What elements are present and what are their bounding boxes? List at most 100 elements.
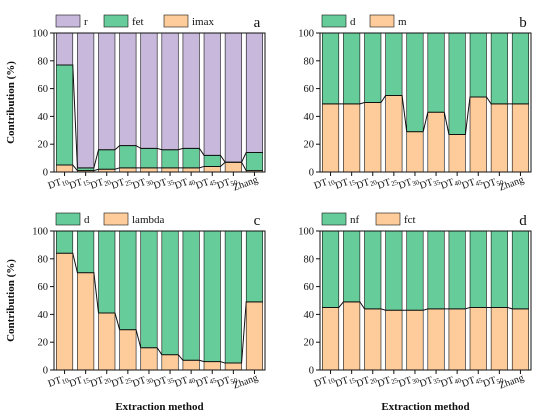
bar-d-DT45 — [469, 32, 487, 98]
y-tick-label: 80 — [38, 56, 49, 67]
x-tick-label-DT20: DT20 — [89, 174, 113, 192]
bar-d-DT15 — [343, 32, 361, 105]
y-tick-label: 20 — [38, 338, 49, 349]
bar-d-DT15 — [77, 230, 95, 274]
legend-label-fet: fet — [132, 16, 144, 28]
legend-label-lambda: lambda — [132, 214, 164, 226]
panel-d: 0 20 40 60 80 100 DT10DT15DT20DT25DT30DT35DT40… — [298, 212, 532, 413]
bar-d-DT50 — [490, 32, 508, 105]
x-tick-label-DT50: DT50 — [481, 372, 505, 390]
bar-m-DT35 — [427, 111, 445, 173]
bar-r-DT20 — [98, 32, 116, 151]
x-tick-label-DT30: DT30 — [131, 372, 155, 390]
y-tick-label: 0 — [43, 168, 48, 179]
x-tick-label-DT50: DT50 — [215, 372, 239, 390]
y-tick-label: 0 — [43, 366, 48, 377]
legend-swatch-imax — [163, 14, 189, 28]
x-tick-label-Zhang: Zhang — [232, 372, 260, 391]
y-tick-label: 0 — [309, 168, 314, 179]
x-tick-label-DT35: DT35 — [152, 174, 176, 192]
y-axis-label: Contribution (%) — [5, 61, 17, 144]
x-tick-label-DT15: DT15 — [68, 372, 92, 390]
x-tick-label-Zhang: Zhang — [498, 174, 526, 193]
x-tick-label-DT40: DT40 — [173, 372, 197, 390]
bar-lambda-DT45 — [203, 361, 221, 371]
x-tick-label-DT20: DT20 — [355, 372, 379, 390]
bar-fct-DT20 — [364, 308, 382, 371]
bar-nf-DT20 — [364, 230, 382, 310]
panel-c: 0 20 40 60 80 100 DT10DT15DT20DT25DT30DT35DT40… — [5, 212, 266, 413]
bar-imax-DT40 — [182, 167, 200, 173]
bar-r-Zhang — [245, 32, 263, 153]
x-tick-label-DT40: DT40 — [439, 372, 463, 390]
bar-d-Zhang — [511, 32, 529, 105]
panel-letter-d: d — [519, 213, 527, 229]
bar-r-DT40 — [182, 32, 200, 149]
bar-nf-DT45 — [469, 230, 487, 308]
bar-imax-DT10 — [56, 164, 74, 173]
bar-nf-DT25 — [385, 230, 403, 311]
legend-swatch-m — [369, 14, 395, 28]
bar-d-DT35 — [161, 230, 179, 356]
bar-d-Zhang — [245, 230, 263, 303]
bar-r-DT30 — [140, 32, 158, 149]
bar-d-DT25 — [385, 32, 403, 96]
x-tick-label-DT10: DT10 — [313, 174, 337, 192]
x-tick-label-DT35: DT35 — [152, 372, 176, 390]
x-axis-label: Extraction method — [381, 401, 469, 413]
y-tick-label: 60 — [38, 282, 49, 293]
y-tick-label: 60 — [304, 84, 315, 95]
y-tick-label: 60 — [304, 282, 315, 293]
y-tick-label: 0 — [309, 366, 314, 377]
panel-a: 0 20 40 60 80 100 DT10DT15DT20DT25DT30DT35DT40… — [5, 14, 266, 194]
bar-m-DT15 — [343, 103, 361, 173]
bar-nf-DT35 — [427, 230, 445, 310]
bar-fet-DT25 — [119, 145, 137, 169]
bar-d-DT40 — [182, 230, 200, 361]
y-tick-label: 40 — [38, 112, 49, 123]
x-tick-label-DT10: DT10 — [313, 372, 337, 390]
bar-r-DT50 — [224, 32, 242, 163]
x-tick-label-DT35: DT35 — [418, 174, 442, 192]
x-tick-label-DT30: DT30 — [397, 372, 421, 390]
x-tick-label-DT15: DT15 — [334, 174, 358, 192]
y-tick-label: 100 — [298, 227, 314, 238]
x-tick-label-DT40: DT40 — [173, 174, 197, 192]
y-tick-label: 40 — [304, 310, 315, 321]
bar-fet-Zhang — [245, 152, 263, 171]
bar-d-DT20 — [98, 230, 116, 314]
x-tick-label-DT15: DT15 — [334, 372, 358, 390]
y-tick-label: 80 — [304, 56, 315, 67]
bar-m-DT25 — [385, 95, 403, 173]
y-tick-label: 40 — [304, 112, 315, 123]
legend-label-imax: imax — [192, 16, 214, 28]
bar-fet-DT40 — [182, 148, 200, 169]
bar-nf-DT50 — [490, 230, 508, 308]
bar-r-DT25 — [119, 32, 137, 146]
bar-imax-DT25 — [119, 167, 137, 173]
x-tick-label-Zhang: Zhang — [498, 372, 526, 391]
legend-swatch-fet — [103, 14, 129, 28]
connector-line-fet — [56, 64, 263, 169]
bar-lambda-DT30 — [140, 347, 158, 371]
legend-swatch-lambda — [103, 212, 129, 226]
bar-r-DT35 — [161, 32, 179, 151]
legend-swatch-r — [55, 14, 81, 28]
bar-fet-DT30 — [140, 148, 158, 169]
x-axis-label: Extraction method — [115, 401, 203, 413]
bar-m-DT50 — [490, 103, 508, 173]
bar-fct-DT40 — [448, 308, 466, 371]
bar-fet-DT35 — [161, 149, 179, 169]
y-axis-label: Contribution (%) — [5, 259, 17, 342]
bar-lambda-DT50 — [224, 362, 242, 371]
x-tick-label-DT15: DT15 — [68, 174, 92, 192]
x-tick-label-DT30: DT30 — [397, 174, 421, 192]
bar-nf-DT40 — [448, 230, 466, 310]
bar-d-DT35 — [427, 32, 445, 113]
plot-frame — [53, 32, 266, 173]
legend-swatch-nf — [321, 212, 347, 226]
plot-frame — [53, 230, 266, 371]
legend-label-r: r — [84, 16, 88, 28]
bar-lambda-DT40 — [182, 359, 200, 371]
bar-nf-DT10 — [322, 230, 340, 308]
